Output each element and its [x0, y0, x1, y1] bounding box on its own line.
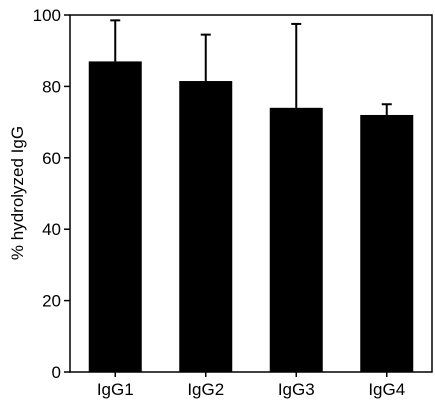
y-tick-label: 0 [52, 363, 61, 382]
x-axis-tick-labels: IgG1 IgG2 IgG3 IgG4 [97, 372, 405, 399]
bar-igg4 [360, 114, 414, 373]
y-axis-title: % hydrolyzed IgG [8, 126, 27, 260]
y-axis-ticks: 0 20 40 60 80 100 [33, 6, 70, 382]
bar-igg3 [269, 107, 323, 372]
bar-igg2 [179, 81, 233, 373]
bars [88, 61, 414, 373]
bar-igg1 [88, 61, 142, 372]
x-tick-label-igg3: IgG3 [278, 380, 315, 399]
y-tick-label: 20 [42, 292, 61, 311]
plot-frame [69, 14, 433, 373]
x-tick-label-igg2: IgG2 [187, 380, 224, 399]
y-tick-label: 100 [33, 6, 61, 25]
y-tick-label: 80 [42, 77, 61, 96]
plot-border [69, 14, 433, 373]
error-bars [110, 19, 392, 115]
x-tick-label-igg4: IgG4 [368, 380, 405, 399]
y-tick-label: 60 [42, 149, 61, 168]
y-tick-label: 40 [42, 220, 61, 239]
x-tick-label-igg1: IgG1 [97, 380, 134, 399]
